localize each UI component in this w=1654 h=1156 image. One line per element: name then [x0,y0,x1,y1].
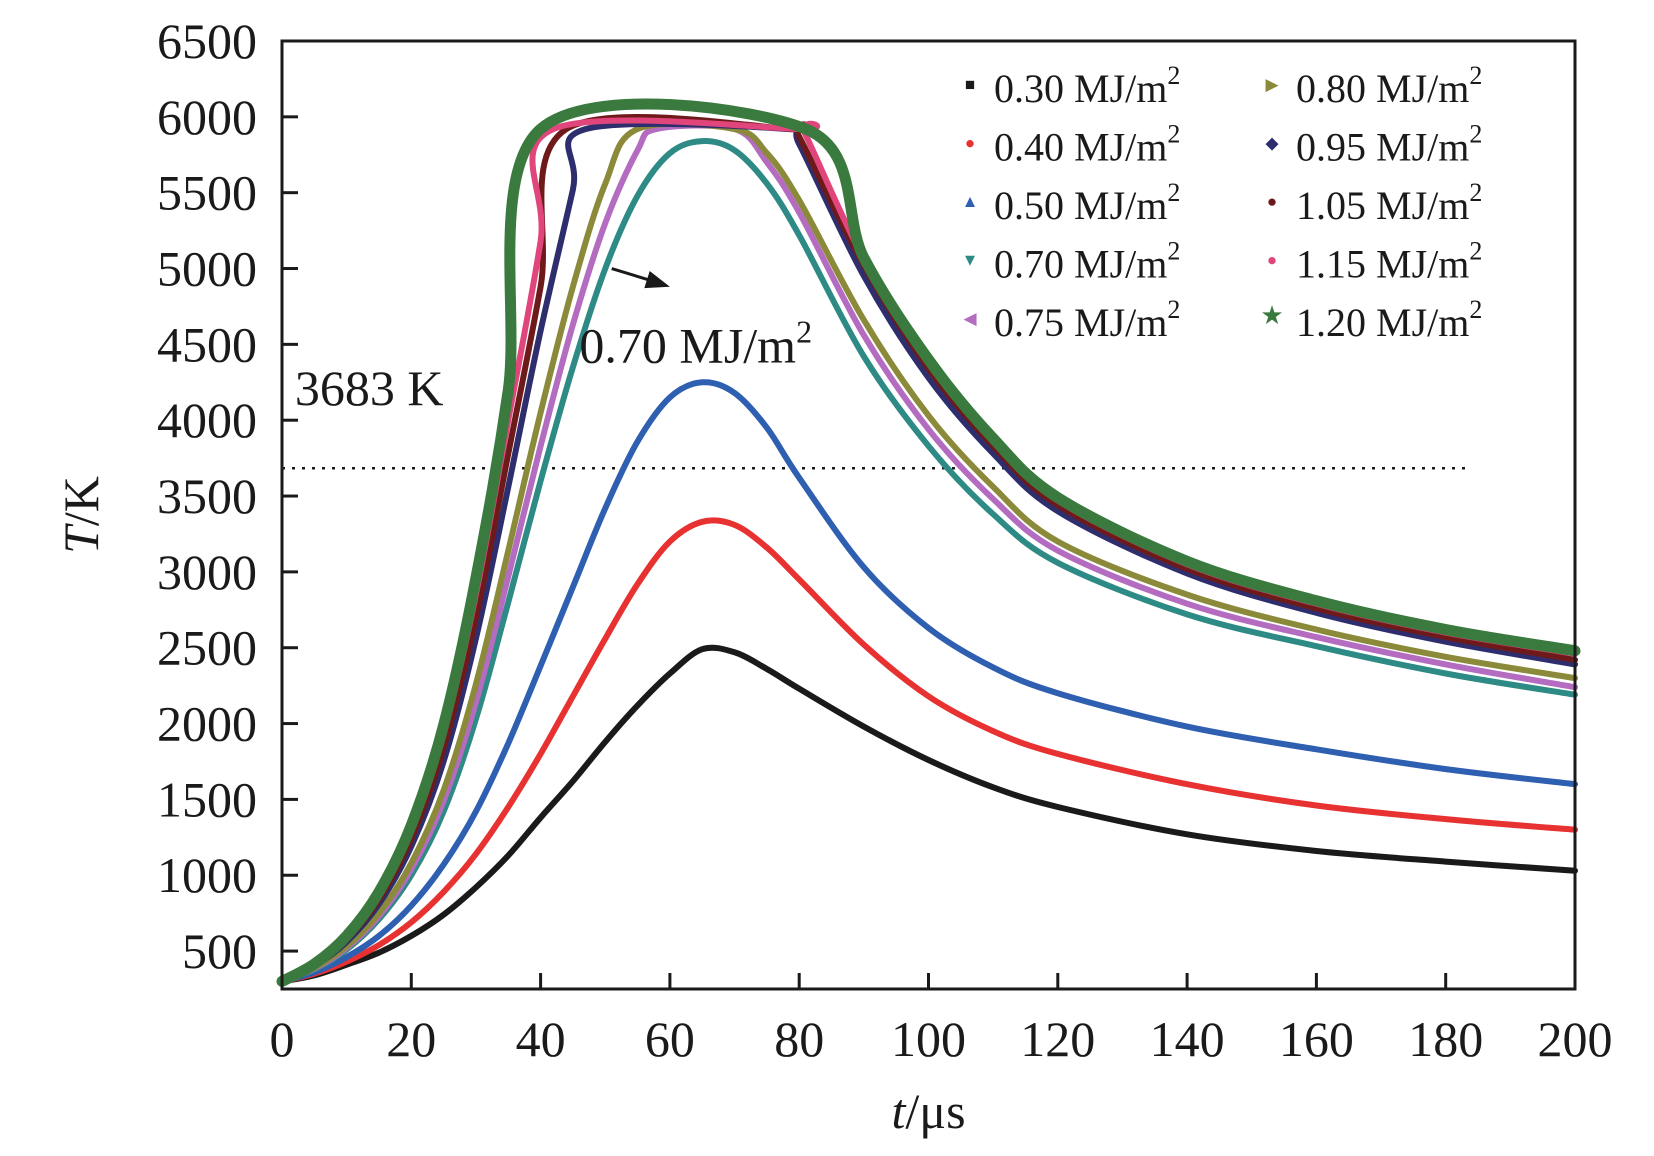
legend-marker: ▼ [962,251,979,270]
series-line-7 [279,120,1578,985]
y-tick-label: 6500 [157,13,257,69]
y-tick-label: 1500 [157,771,257,827]
arrow-head [644,270,670,289]
x-axis-label-variable: t [891,1083,906,1139]
x-tick-label: 160 [1279,1011,1354,1067]
legend-label: 0.40 MJ/m2 [994,120,1180,170]
series-line-5 [279,122,1578,985]
legend-marker: ▲ [962,192,979,211]
y-tick-label: 500 [182,923,257,979]
legend-label: 0.80 MJ/m2 [1296,61,1482,111]
y-tick-label: 6000 [157,89,257,145]
series-line-2 [279,517,1578,985]
series-line-4 [279,138,1578,985]
x-tick-label: 0 [270,1011,295,1067]
series-line-3 [279,379,1578,985]
legend-label: 0.30 MJ/m2 [994,61,1180,111]
legend-label: 0.70 MJ/m2 [994,237,1180,287]
ticks-layer: 0 20 40 60 80 100 120 140 160 180 200 500 1000 1500 20… [157,13,1613,1067]
x-axis-label-unit: /μs [905,1083,965,1139]
x-tick-label: 140 [1150,1011,1225,1067]
legend-label: 1.05 MJ/m2 [1296,178,1482,228]
y-tick-label: 4500 [157,316,257,372]
x-tick-label: 60 [645,1011,695,1067]
y-axis-label-variable: T [53,523,109,554]
y-tick-label: 3000 [157,544,257,600]
annotation-1: 3683 K [295,360,444,416]
y-tick-label: 5000 [157,241,257,297]
x-tick-label: 100 [891,1011,966,1067]
series-line-1 [279,644,1578,985]
x-tick-label: 180 [1408,1011,1483,1067]
x-axis-label: t/μs [891,1083,965,1139]
y-tick-label: 3500 [157,468,257,524]
x-tick-label: 200 [1538,1011,1613,1067]
annotation-layer: 3683 K 0.70 MJ/m2 [295,267,812,416]
legend-marker: ● [1267,251,1277,270]
y-tick-label: 5500 [157,165,257,221]
legend-label: 0.95 MJ/m2 [1296,120,1482,170]
annotation-2: 0.70 MJ/m2 [579,314,812,374]
legend-marker: ■ [965,75,975,94]
x-tick-label: 40 [516,1011,566,1067]
series-layer [276,98,1581,987]
legend-label: 1.20 MJ/m2 [1296,295,1482,345]
x-tick-label: 120 [1020,1011,1095,1067]
legend-label: 0.75 MJ/m2 [994,295,1180,345]
legend: ■ 0.30 MJ/m2 ● 0.40 MJ/m2 ▲ 0.50 MJ/m2 ▼ 0.70 M… [962,61,1483,345]
series-line-10 [276,98,1581,987]
legend-marker: ★ [1260,301,1283,330]
y-tick-label: 2000 [157,696,257,752]
y-tick-label: 2500 [157,620,257,676]
x-tick-label: 20 [386,1011,436,1067]
x-tick-label: 80 [774,1011,824,1067]
y-axis-label-unit: /K [53,476,109,526]
legend-marker: ◆ [1265,134,1279,153]
legend-marker: ● [1267,192,1277,211]
legend-marker: ◀ [963,309,977,328]
legend-label: 0.50 MJ/m2 [994,178,1180,228]
y-tick-label: 1000 [157,847,257,903]
legend-marker: ▶ [1265,75,1279,94]
y-tick-label: 4000 [157,392,257,448]
legend-marker: ● [965,134,975,153]
y-axis-label: T/K [53,476,109,554]
legend-label: 1.15 MJ/m2 [1296,237,1482,287]
